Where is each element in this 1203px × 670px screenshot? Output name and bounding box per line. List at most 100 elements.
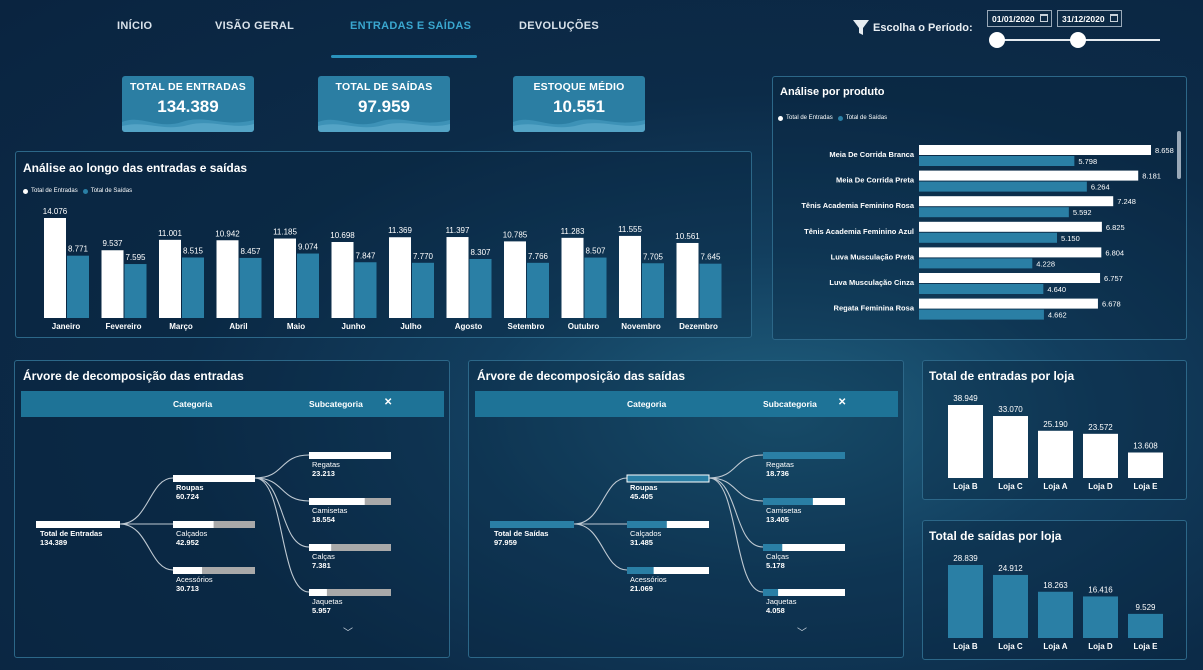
- bar-entradas[interactable]: [159, 239, 181, 318]
- chevron-down-icon[interactable]: ﹀: [343, 628, 353, 639]
- store-bar[interactable]: [1128, 613, 1163, 638]
- store-bar[interactable]: [1128, 452, 1163, 478]
- bar-saidas[interactable]: [919, 181, 1087, 192]
- data-label-saidas: 8.507: [585, 247, 606, 256]
- bar-saidas[interactable]: [919, 156, 1075, 166]
- calendar-icon[interactable]: [1040, 14, 1048, 22]
- tree-category-bar[interactable]: [173, 567, 203, 574]
- bar-entradas[interactable]: [919, 273, 1101, 283]
- store-bar[interactable]: [1083, 596, 1118, 638]
- calendar-icon[interactable]: [1110, 14, 1118, 22]
- tree-subcategory-bar-track: [309, 589, 391, 596]
- bar-saidas[interactable]: [412, 262, 434, 318]
- store-bar[interactable]: [993, 416, 1028, 478]
- tree-subcategory-bar[interactable]: [763, 452, 845, 459]
- month-tick-label: Agosto: [455, 322, 483, 331]
- bar-saidas[interactable]: [354, 262, 377, 318]
- tree-category-bar-track: [173, 567, 255, 574]
- bar-saidas[interactable]: [919, 284, 1044, 294]
- store-bar[interactable]: [1038, 430, 1073, 478]
- store-bar[interactable]: [948, 405, 983, 478]
- bar-saidas[interactable]: [67, 255, 89, 318]
- bar-entradas[interactable]: [274, 238, 296, 318]
- start-date-input[interactable]: 01/01/2020: [987, 10, 1052, 27]
- tree-category-bar[interactable]: [627, 521, 667, 528]
- header-subcategoria[interactable]: Subcategoria: [309, 399, 363, 409]
- data-label-entradas: 10.561: [675, 232, 700, 241]
- bar-saidas[interactable]: [297, 253, 319, 318]
- bar-saidas[interactable]: [182, 257, 204, 318]
- store-bar[interactable]: [1083, 433, 1118, 478]
- data-label-saidas: 9.074: [298, 243, 319, 252]
- tree-subcategory-bar[interactable]: [309, 452, 391, 459]
- bar-entradas[interactable]: [919, 221, 1102, 232]
- bar-entradas[interactable]: [101, 250, 124, 318]
- bar-entradas[interactable]: [561, 237, 584, 318]
- header-subcategoria[interactable]: Subcategoria: [763, 399, 817, 409]
- bar-entradas[interactable]: [919, 247, 1102, 258]
- bar-saidas[interactable]: [239, 257, 262, 318]
- bar-entradas[interactable]: [504, 241, 526, 318]
- month-tick-label: Junho: [342, 322, 366, 331]
- data-label-saidas: 7.766: [528, 252, 549, 261]
- close-icon[interactable]: ✕: [384, 397, 393, 408]
- bar-entradas[interactable]: [919, 145, 1151, 155]
- tree-category-label: Calçados: [630, 529, 662, 538]
- tree-subcategory-bar[interactable]: [763, 589, 779, 596]
- bar-saidas[interactable]: [584, 257, 607, 318]
- bar-entradas[interactable]: [619, 235, 641, 318]
- product-chart-scrollbar[interactable]: [1177, 131, 1181, 179]
- bar-saidas[interactable]: [699, 263, 722, 318]
- bar-entradas[interactable]: [919, 170, 1139, 181]
- tab-visao-geral[interactable]: VISÃO GERAL: [215, 20, 295, 32]
- data-label-saidas: 6.264: [1091, 183, 1110, 192]
- tree-subcategory-bar[interactable]: [309, 498, 365, 505]
- tab-devolucoes[interactable]: DEVOLUÇÕES: [519, 20, 600, 32]
- period-slider-start-handle[interactable]: [989, 32, 1005, 48]
- tree-category-bar[interactable]: [173, 521, 214, 528]
- bar-entradas[interactable]: [389, 237, 411, 318]
- bar-saidas[interactable]: [469, 258, 492, 318]
- bar-entradas[interactable]: [216, 240, 239, 318]
- store-saidas-title: Total de saídas por loja: [929, 529, 1062, 543]
- bar-saidas[interactable]: [919, 207, 1069, 218]
- tree-subcategory-bar[interactable]: [309, 589, 327, 596]
- period-slider-end-handle[interactable]: [1070, 32, 1086, 48]
- tree-root-bar[interactable]: [490, 521, 574, 528]
- bar-saidas[interactable]: [919, 309, 1044, 320]
- tree-category-bar[interactable]: [626, 474, 710, 483]
- store-bar[interactable]: [948, 565, 983, 638]
- bar-entradas[interactable]: [919, 298, 1098, 309]
- bar-saidas[interactable]: [124, 264, 147, 318]
- month-tick-label: Outubro: [568, 322, 600, 331]
- end-date-input[interactable]: 31/12/2020: [1057, 10, 1122, 27]
- tree-root-bar[interactable]: [36, 521, 120, 528]
- saidas-tree-header: Categoria Subcategoria ✕: [475, 391, 898, 417]
- tree-category-bar[interactable]: [627, 567, 654, 574]
- bar-entradas[interactable]: [919, 196, 1114, 207]
- tree-category-bar-track: [627, 567, 709, 574]
- bar-entradas[interactable]: [446, 237, 469, 318]
- tab-entradas-e-saidas[interactable]: ENTRADAS E SAÍDAS: [350, 20, 472, 32]
- tree-subcategory-bar[interactable]: [309, 544, 332, 551]
- bar-saidas[interactable]: [919, 258, 1033, 269]
- data-label-saidas: 4.640: [1047, 285, 1066, 294]
- close-icon[interactable]: ✕: [838, 397, 847, 408]
- chevron-down-icon[interactable]: ﹀: [797, 628, 807, 639]
- store-bar[interactable]: [1038, 591, 1073, 638]
- tree-subcategory-bar[interactable]: [763, 498, 813, 505]
- bar-entradas[interactable]: [331, 241, 354, 318]
- bar-saidas[interactable]: [527, 262, 549, 318]
- tree-subcategory-bar[interactable]: [763, 544, 783, 551]
- tree-subcategory-label: Regatas: [766, 460, 794, 469]
- tree-category-bar[interactable]: [173, 475, 255, 482]
- data-label-entradas: 14.076: [43, 207, 68, 216]
- data-label: 25.190: [1043, 420, 1068, 429]
- bar-entradas[interactable]: [676, 242, 699, 318]
- bar-saidas[interactable]: [919, 232, 1057, 243]
- data-label: 33.070: [998, 405, 1023, 414]
- bar-saidas[interactable]: [642, 263, 664, 318]
- tab-inicio[interactable]: INÍCIO: [117, 20, 153, 32]
- store-bar[interactable]: [993, 574, 1028, 638]
- bar-entradas[interactable]: [44, 218, 66, 318]
